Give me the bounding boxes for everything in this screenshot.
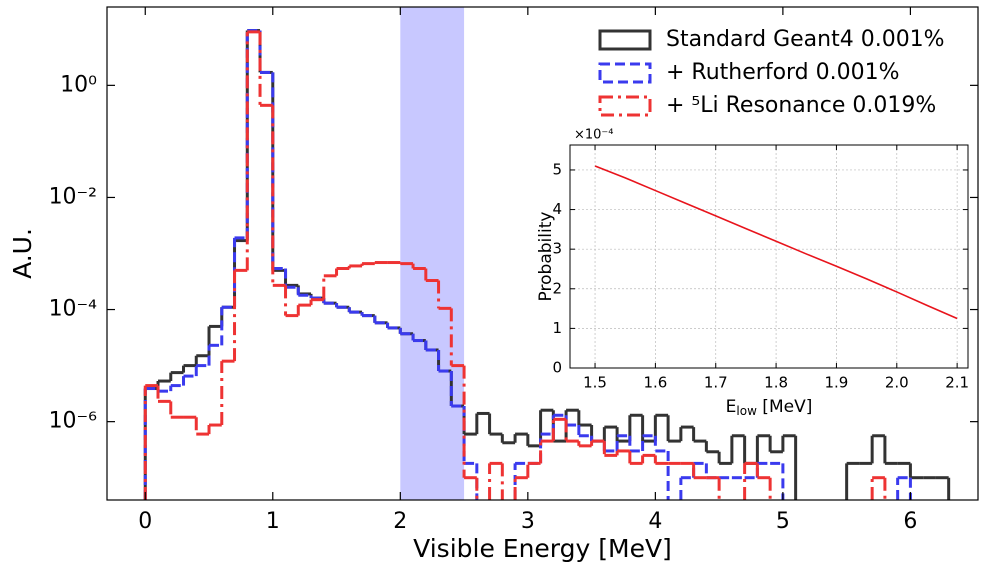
x-tick-label: 5 bbox=[776, 509, 790, 534]
legend-label: + ⁵Li Resonance 0.019% bbox=[666, 93, 936, 118]
y-tick-label: 10⁻⁶ bbox=[49, 409, 98, 434]
y-tick-label: 3 bbox=[552, 240, 562, 258]
y-tick-label: 0 bbox=[552, 359, 562, 377]
x-axis-label: Visible Energy [MeV] bbox=[413, 534, 672, 563]
band bbox=[400, 7, 465, 500]
y-tick-label: 5 bbox=[552, 160, 562, 178]
x-tick-label: 1.7 bbox=[704, 374, 728, 392]
x-tick-label: 1.8 bbox=[764, 374, 788, 392]
legend-swatch bbox=[598, 62, 652, 84]
y-multiplier: ×10⁻⁴ bbox=[574, 128, 614, 143]
histogram-series bbox=[143, 30, 887, 500]
x-tick-label: 1.6 bbox=[643, 374, 667, 392]
line bbox=[594, 165, 958, 320]
y-axis-label: Probability bbox=[536, 212, 556, 302]
inset-frame bbox=[569, 144, 969, 369]
x-tick-label: 6 bbox=[903, 509, 917, 534]
y-tick-label: 10⁻² bbox=[49, 184, 97, 209]
y-tick-label: 4 bbox=[552, 200, 562, 218]
y-tick-label: 2 bbox=[552, 279, 562, 297]
x-axis-label-part: E bbox=[726, 397, 737, 417]
legend-label: + Rutherford 0.001% bbox=[666, 60, 900, 85]
x-axis-label-part: low bbox=[736, 404, 757, 418]
x-tick-label: 2 bbox=[393, 509, 407, 534]
x-tick-label: 1.5 bbox=[583, 374, 607, 392]
y-axis-label: A.U. bbox=[8, 228, 37, 279]
x-tick-label: 1.9 bbox=[825, 374, 849, 392]
legend-swatch bbox=[598, 29, 652, 51]
y-tick-label: 10⁻⁴ bbox=[49, 297, 98, 322]
inset-background bbox=[570, 145, 968, 368]
x-axis-label: Elow [MeV] bbox=[726, 397, 813, 418]
y-tick-label: 10⁰ bbox=[60, 72, 97, 97]
x-tick-label: 2.0 bbox=[885, 374, 909, 392]
legend-label: Standard Geant4 0.001% bbox=[666, 27, 945, 52]
x-tick-label: 3 bbox=[521, 509, 535, 534]
legend-swatch bbox=[598, 95, 652, 117]
x-tick-label: 0 bbox=[138, 509, 152, 534]
x-tick-label: 4 bbox=[648, 509, 662, 534]
x-tick-label: 1 bbox=[266, 509, 280, 534]
x-axis-label-part: [MeV] bbox=[757, 397, 812, 417]
x-tick-label: 2.1 bbox=[945, 374, 969, 392]
plot-frame bbox=[106, 6, 979, 501]
y-tick-label: 1 bbox=[552, 319, 562, 337]
